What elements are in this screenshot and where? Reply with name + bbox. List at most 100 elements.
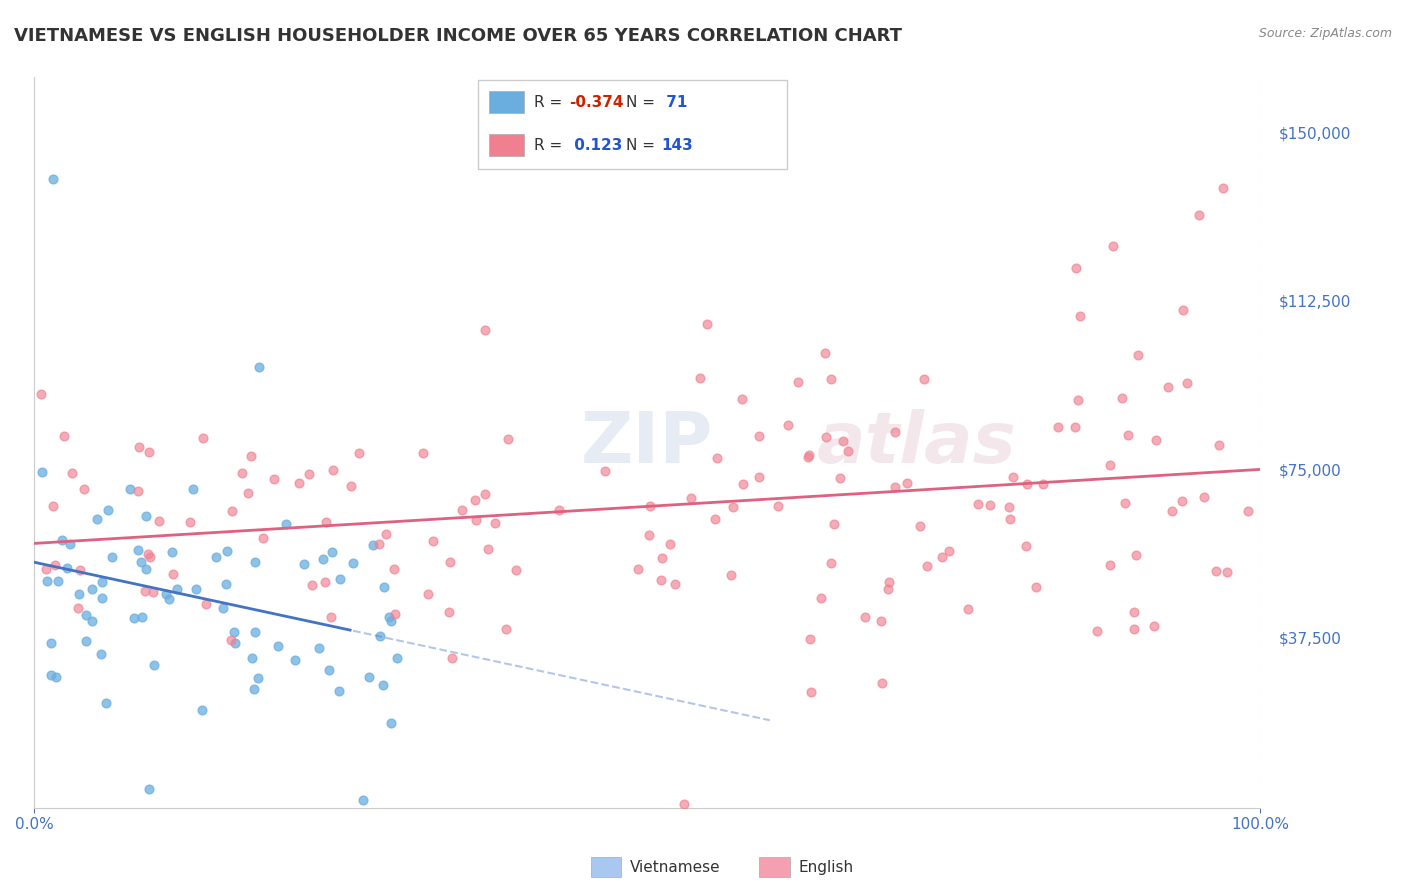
English <box>1098 458 1121 472</box>
Vietnamese <box>243 555 266 569</box>
Vietnamese <box>143 658 166 673</box>
English <box>339 479 361 493</box>
English <box>681 491 703 506</box>
English <box>823 516 845 531</box>
Text: ZIP: ZIP <box>581 409 713 478</box>
Vietnamese <box>56 561 79 575</box>
Vietnamese <box>246 671 269 685</box>
Vietnamese <box>135 562 157 576</box>
English <box>938 543 960 558</box>
Vietnamese <box>135 508 157 523</box>
English <box>876 582 898 596</box>
Text: VIETNAMESE VS ENGLISH HOUSEHOLDER INCOME OVER 65 YEARS CORRELATION CHART: VIETNAMESE VS ENGLISH HOUSEHOLDER INCOME… <box>14 27 903 45</box>
Text: atlas: atlas <box>817 409 1017 478</box>
English <box>650 573 672 587</box>
Vietnamese <box>86 512 108 526</box>
Vietnamese <box>155 587 177 601</box>
English <box>505 563 527 577</box>
English <box>896 476 918 491</box>
English <box>53 429 76 443</box>
Vietnamese <box>42 171 65 186</box>
English <box>1123 622 1146 636</box>
Vietnamese <box>205 550 228 565</box>
English <box>179 515 201 529</box>
English <box>441 650 464 665</box>
English <box>1064 420 1087 434</box>
English <box>142 585 165 599</box>
English <box>1111 391 1133 405</box>
English <box>1175 376 1198 390</box>
Vietnamese <box>101 550 124 565</box>
English <box>912 372 935 386</box>
English <box>797 450 820 464</box>
English <box>1047 420 1070 434</box>
Vietnamese <box>80 582 103 597</box>
English <box>1143 619 1166 633</box>
English <box>231 466 253 480</box>
Vietnamese <box>321 545 343 559</box>
Vietnamese <box>318 663 340 677</box>
Text: $112,500: $112,500 <box>1278 294 1351 310</box>
Text: English: English <box>799 860 853 874</box>
English <box>474 487 496 501</box>
Vietnamese <box>118 482 141 496</box>
English <box>134 583 156 598</box>
English <box>474 323 496 337</box>
Vietnamese <box>363 538 385 552</box>
English <box>837 444 859 458</box>
English <box>1157 380 1180 394</box>
English <box>138 444 160 458</box>
Vietnamese <box>373 678 395 692</box>
English <box>638 528 661 542</box>
English <box>315 515 337 529</box>
English <box>314 574 336 589</box>
English <box>706 450 728 465</box>
English <box>830 471 852 485</box>
English <box>138 547 160 561</box>
English <box>730 392 752 407</box>
Vietnamese <box>224 635 246 649</box>
Text: $37,500: $37,500 <box>1278 632 1341 647</box>
English <box>1208 438 1230 452</box>
English <box>967 497 990 511</box>
Text: -0.374: -0.374 <box>569 95 624 110</box>
Vietnamese <box>342 556 364 570</box>
Vietnamese <box>292 558 315 572</box>
Vietnamese <box>166 582 188 597</box>
Vietnamese <box>131 555 153 569</box>
Vietnamese <box>328 683 350 698</box>
English <box>349 446 371 460</box>
English <box>658 537 681 551</box>
Vietnamese <box>368 629 391 643</box>
Vietnamese <box>214 577 236 591</box>
English <box>384 607 406 621</box>
English <box>748 470 770 484</box>
English <box>931 550 953 565</box>
English <box>263 472 285 486</box>
English <box>814 430 837 444</box>
Vietnamese <box>131 610 153 624</box>
English <box>832 434 855 448</box>
Vietnamese <box>157 592 180 607</box>
Vietnamese <box>59 537 82 551</box>
English <box>30 386 52 401</box>
English <box>810 591 832 606</box>
English <box>236 485 259 500</box>
English <box>786 375 808 389</box>
Vietnamese <box>352 792 374 806</box>
English <box>288 475 311 490</box>
English <box>956 602 979 616</box>
English <box>42 499 65 513</box>
English <box>128 440 150 454</box>
Text: Source: ZipAtlas.com: Source: ZipAtlas.com <box>1258 27 1392 40</box>
Text: 71: 71 <box>661 95 688 110</box>
English <box>148 514 170 528</box>
Vietnamese <box>138 781 160 796</box>
English <box>1212 180 1234 194</box>
English <box>1098 558 1121 572</box>
Vietnamese <box>217 544 239 558</box>
English <box>1085 624 1108 639</box>
Vietnamese <box>222 625 245 640</box>
Text: $75,000: $75,000 <box>1278 463 1341 478</box>
Text: $150,000: $150,000 <box>1278 126 1351 141</box>
